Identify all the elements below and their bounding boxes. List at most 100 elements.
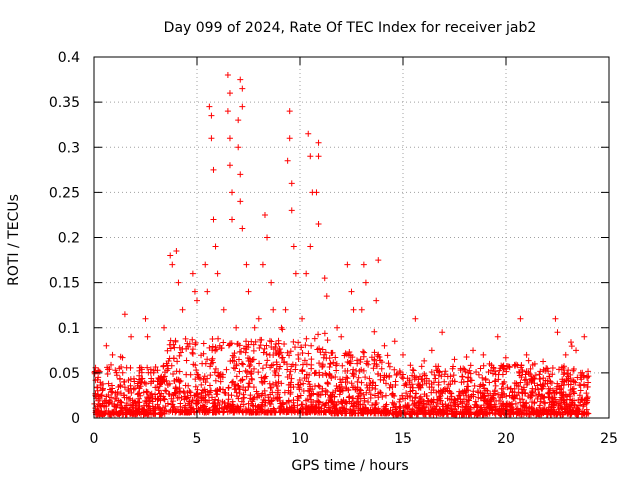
data-point [248,375,255,382]
data-point [344,359,351,366]
data-point [568,343,575,350]
data-point [398,374,405,381]
data-point [583,390,590,397]
data-point [299,367,306,374]
data-point [529,376,536,383]
data-point [258,378,265,385]
data-point [245,344,252,351]
data-point [349,384,356,391]
data-point [466,411,473,418]
data-point [313,369,320,376]
data-point [233,324,240,331]
data-point [192,376,199,383]
data-point [142,315,149,322]
data-point [315,220,322,227]
data-point [177,388,184,395]
data-point [396,398,403,405]
data-point [427,401,434,408]
data-point [92,392,99,399]
data-point [202,360,209,367]
data-point [143,380,150,387]
data-point [224,108,231,115]
data-point [270,405,277,412]
data-point [321,275,328,282]
data-point [142,397,149,404]
data-point [529,362,536,369]
data-point [353,386,360,393]
data-point [261,345,268,352]
data-point [222,403,229,410]
data-point [240,391,247,398]
data-point [226,90,233,97]
data-point [585,373,592,380]
data-point [248,358,255,365]
data-point [536,402,543,409]
data-point [140,407,147,414]
data-point [332,374,339,381]
data-point [547,385,554,392]
data-point [555,406,562,413]
data-point [462,368,469,375]
data-point [261,211,268,218]
data-point [255,369,262,376]
data-point [480,402,487,409]
data-point [119,405,126,412]
data-point [96,368,103,375]
data-point [467,362,474,369]
data-point [262,373,269,380]
data-point [156,390,163,397]
data-point [220,339,227,346]
data-point [558,382,565,389]
data-point [319,363,326,370]
data-point [302,342,309,349]
data-point [353,399,360,406]
data-point [560,371,567,378]
data-point [371,328,378,335]
data-point [117,375,124,382]
data-point [345,394,352,401]
axis-ticks [93,56,610,419]
data-point [463,388,470,395]
data-point [326,355,333,362]
data-point [411,373,418,380]
data-point [507,407,514,414]
data-point [486,405,493,412]
data-point [243,261,250,268]
data-point [562,351,569,358]
data-point [541,407,548,414]
data-point [361,397,368,404]
data-point [334,324,341,331]
data-point [538,392,545,399]
data-point [528,409,535,416]
data-point [525,357,532,364]
data-point [297,381,304,388]
data-point [263,361,270,368]
data-point [166,355,173,362]
data-point [209,343,216,350]
data-point [581,333,588,340]
data-point [532,386,539,393]
data-point [236,348,243,355]
data-point [409,387,416,394]
data-point [159,410,166,417]
data-point [258,406,265,413]
data-point [483,398,490,405]
data-point [480,382,487,389]
data-point [263,350,270,357]
data-point [208,357,215,364]
data-point [523,376,530,383]
data-point [174,358,181,365]
data-point [212,365,219,372]
data-point [257,336,264,343]
data-point [465,396,472,403]
data-point [284,157,291,164]
data-point [238,360,245,367]
data-point [573,347,580,354]
data-point [199,387,206,394]
data-point [465,397,472,404]
data-point [307,153,314,160]
data-point [200,396,207,403]
data-point [167,337,174,344]
data-point [206,344,213,351]
data-point [284,374,291,381]
